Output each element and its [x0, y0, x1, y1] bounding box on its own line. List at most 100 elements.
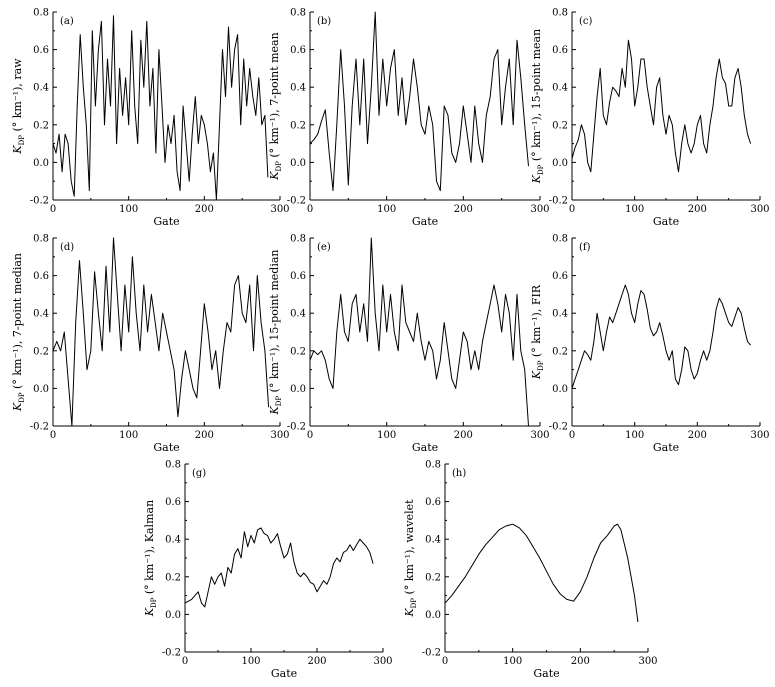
y-tick-label: 0.6 — [552, 271, 568, 282]
x-axis-title: Gate — [533, 667, 559, 680]
y-axis-method: raw — [11, 58, 24, 80]
y-tick-label: 0.8 — [165, 460, 181, 471]
y-tick-label: -0.2 — [162, 648, 181, 659]
y-axis-units: (° km⁻¹), — [268, 106, 281, 161]
y-tick-label: -0.2 — [287, 196, 306, 207]
panel-label: (c) — [579, 16, 593, 27]
x-tick-label: 100 — [625, 430, 644, 441]
x-tick-label: 100 — [377, 204, 396, 215]
panel-label: (d) — [60, 242, 74, 253]
y-axis-subscript: DP — [410, 598, 418, 609]
x-tick-label: 100 — [119, 204, 138, 215]
y-axis-title: KDP (° km⁻¹), wavelet — [403, 499, 418, 618]
x-axis-title: Gate — [153, 215, 179, 228]
x-axis-title: Gate — [153, 441, 179, 454]
y-tick-label: 0.6 — [425, 497, 441, 508]
y-tick-label: -0.2 — [549, 422, 568, 433]
y-tick-label: 0.6 — [552, 45, 568, 56]
y-axis-units: (° km⁻¹), — [530, 109, 543, 164]
x-tick-label: 300 — [373, 656, 392, 667]
panel-label: (g) — [192, 468, 206, 479]
y-tick-label: 0.2 — [290, 120, 306, 131]
panel-f: -0.2 0.0 0.2 0.4 0.6 0.8 0 100 200 300 Gate KDP (° … — [530, 234, 770, 455]
y-tick-label: 0.2 — [552, 346, 568, 357]
panel-label: (b) — [317, 16, 331, 27]
x-tick-label: 200 — [307, 656, 326, 667]
y-tick-label: -0.2 — [30, 422, 49, 433]
y-tick-label: 0.6 — [33, 271, 49, 282]
kdp-series-line — [572, 284, 751, 389]
x-tick-label: 200 — [454, 204, 473, 215]
x-tick-label: 100 — [625, 204, 644, 215]
y-tick-label: 0.2 — [425, 572, 441, 583]
y-tick-label: 0.2 — [552, 120, 568, 131]
x-tick-label: 200 — [688, 204, 707, 215]
x-tick-label: 100 — [503, 656, 522, 667]
y-axis-units: (° km⁻¹), — [143, 542, 156, 597]
y-axis-title: KDP (° km⁻¹), raw — [11, 58, 26, 155]
y-tick-label: -0.2 — [422, 648, 441, 659]
y-tick-label: 0.6 — [33, 45, 49, 56]
y-tick-label: 0.0 — [290, 384, 306, 395]
panel-h: -0.2 0.0 0.2 0.4 0.6 0.8 0 100 200 300 Gate KDP (° … — [403, 460, 658, 681]
y-tick-label: 0.2 — [290, 346, 306, 357]
y-axis-symbol: K — [11, 145, 24, 155]
x-tick-label: 100 — [377, 430, 396, 441]
y-axis-symbol: K — [403, 608, 416, 618]
x-tick-label: 0 — [50, 430, 56, 441]
x-tick-label: 0 — [569, 204, 575, 215]
y-axis-method: Kalman — [143, 500, 156, 542]
x-tick-label: 0 — [182, 656, 188, 667]
x-axis-title: Gate — [412, 215, 438, 228]
y-tick-label: 0.0 — [552, 158, 568, 169]
kdp-series-line — [53, 237, 270, 427]
y-axis-symbol: K — [530, 174, 543, 184]
y-tick-label: 0.0 — [425, 610, 441, 621]
y-axis-method: FIR — [530, 284, 543, 305]
y-tick-label: 0.8 — [552, 234, 568, 245]
panel-label: (h) — [452, 468, 466, 479]
x-tick-label: 100 — [241, 656, 260, 667]
x-axis-title: Gate — [271, 667, 297, 680]
y-tick-label: 0.4 — [552, 309, 568, 320]
x-tick-label: 300 — [270, 430, 289, 441]
y-axis-subscript: DP — [275, 161, 283, 172]
kdp-series-line — [445, 523, 639, 622]
x-tick-label: 300 — [530, 430, 549, 441]
y-axis-subscript: DP — [18, 392, 26, 403]
y-axis-subscript: DP — [537, 360, 545, 371]
x-tick-label: 300 — [530, 204, 549, 215]
y-axis-units: (° km⁻¹), — [268, 341, 281, 396]
kdp-series-line — [310, 237, 529, 427]
y-tick-label: -0.2 — [287, 422, 306, 433]
x-axis-title: Gate — [653, 215, 679, 228]
y-tick-label: 0.8 — [552, 8, 568, 19]
x-tick-label: 0 — [569, 430, 575, 441]
y-tick-label: 0.4 — [33, 83, 49, 94]
y-tick-label: 0.4 — [165, 535, 181, 546]
panel-label: (f) — [579, 242, 591, 253]
x-tick-label: 200 — [195, 204, 214, 215]
y-tick-label: 0.8 — [290, 8, 306, 19]
y-tick-label: 0.4 — [290, 83, 306, 94]
x-tick-label: 0 — [442, 656, 448, 667]
y-tick-label: 0.0 — [165, 610, 181, 621]
y-axis-units: (° km⁻¹), — [11, 80, 24, 135]
y-axis-symbol: K — [268, 171, 281, 181]
x-tick-label: 300 — [750, 204, 769, 215]
x-tick-label: 0 — [307, 430, 313, 441]
y-axis-subscript: DP — [275, 396, 283, 407]
kdp-series-line — [185, 527, 374, 608]
y-axis-symbol: K — [268, 405, 281, 415]
y-axis-title: KDP (° km⁻¹), FIR — [530, 284, 545, 380]
kdp-series-line — [572, 39, 752, 173]
y-tick-label: 0.6 — [165, 497, 181, 508]
y-axis-units: (° km⁻¹), — [403, 543, 416, 598]
x-tick-label: 200 — [688, 430, 707, 441]
panel-label: (a) — [60, 16, 74, 27]
y-axis-subscript: DP — [150, 597, 158, 608]
y-tick-label: 0.4 — [33, 309, 49, 320]
